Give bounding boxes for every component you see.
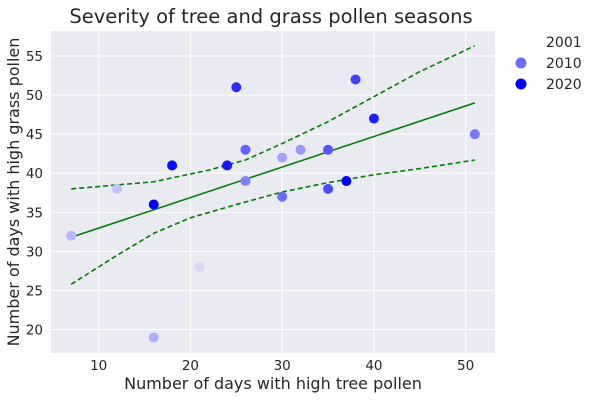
legend-label: 2020: [546, 77, 582, 93]
confidence-bands: [70, 45, 476, 285]
y-tick-label: 35: [26, 205, 43, 221]
data-point: [167, 160, 178, 171]
y-tick-label: 30: [26, 244, 43, 260]
data-point: [323, 144, 334, 155]
data-point: [231, 82, 242, 93]
y-axis-label: Number of days with high grass pollen: [4, 38, 23, 347]
data-point: [341, 176, 352, 187]
y-tick-label: 50: [26, 88, 43, 104]
regression-line: [70, 102, 476, 239]
data-point: [240, 144, 251, 155]
legend-label: 2001: [546, 35, 582, 51]
legend: 2001 2010 2020: [515, 35, 582, 93]
data-point: [350, 74, 361, 85]
data-point: [66, 230, 77, 241]
y-tick-label: 45: [26, 127, 43, 143]
legend-label: 2010: [546, 56, 582, 72]
x-tick-label: 40: [365, 358, 382, 374]
x-tick-label: 20: [182, 358, 199, 374]
y-tick-label: 20: [26, 323, 43, 339]
data-points: [66, 74, 480, 343]
y-tick-label: 40: [26, 166, 43, 182]
data-point: [148, 332, 159, 343]
x-tick-label: 10: [90, 358, 107, 374]
data-point: [295, 144, 306, 155]
data-point: [277, 191, 288, 202]
data-point: [368, 113, 379, 124]
regression-fit: [70, 102, 476, 239]
plot-area: [51, 31, 495, 353]
data-point: [112, 183, 123, 194]
data-point: [277, 152, 288, 163]
data-point: [148, 199, 159, 210]
x-tick-label: 50: [457, 358, 474, 374]
data-point: [469, 129, 480, 140]
y-tick-labels: 20 25 30 35 40 45 50 55: [26, 49, 43, 339]
upper-confidence-band: [71, 45, 476, 190]
x-tick-label: 30: [274, 358, 291, 374]
x-axis-label: Number of days with high tree pollen: [124, 374, 422, 393]
data-point: [222, 160, 233, 171]
data-point: [240, 176, 251, 187]
y-tick-label: 25: [26, 283, 43, 299]
data-point: [323, 183, 334, 194]
lower-confidence-band: [70, 159, 475, 285]
x-tick-labels: 10 20 30 40 50: [90, 358, 474, 374]
legend-marker: [515, 57, 527, 69]
legend-marker: [515, 78, 527, 90]
chart-title: Severity of tree and grass pollen season…: [69, 5, 472, 28]
y-tick-label: 55: [26, 49, 43, 65]
data-point: [194, 262, 205, 273]
